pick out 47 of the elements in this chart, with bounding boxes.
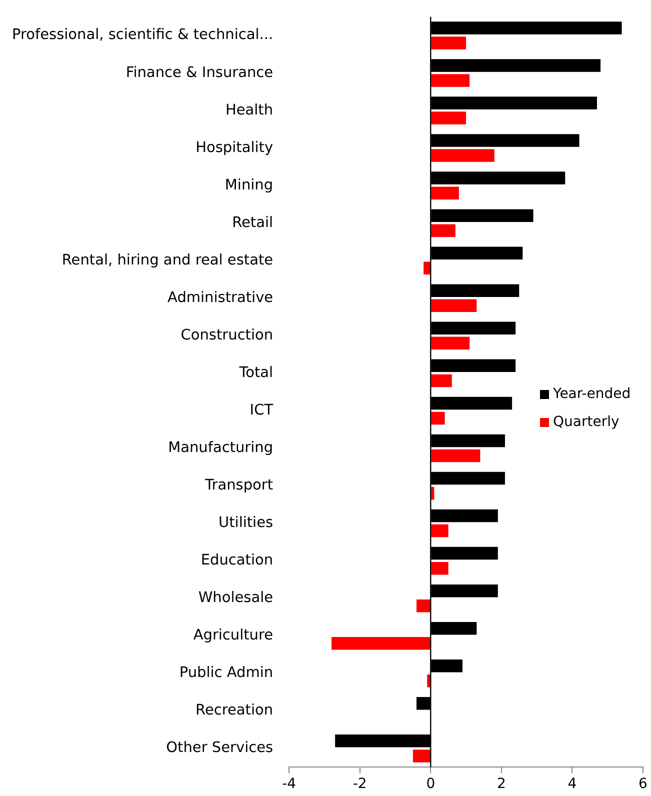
y-tick-label: Other Services [166, 740, 274, 756]
bar [431, 36, 466, 50]
y-tick-label: Total [238, 364, 274, 381]
y-tick-label: Finance & Insurance [126, 64, 274, 81]
bar [431, 112, 466, 124]
bar [431, 149, 494, 162]
bar [431, 524, 448, 538]
x-tick-label: 6 [638, 776, 648, 792]
bar [431, 562, 448, 575]
y-tick-label: Retail [232, 214, 274, 231]
bar [431, 336, 470, 350]
x-tick-label: 0 [426, 776, 436, 792]
y-tick-label: Agriculture [193, 628, 274, 644]
bar [424, 262, 430, 274]
y-tick-label: Professional, scientific & technical... [12, 27, 274, 44]
bar [427, 674, 430, 688]
bar [412, 750, 430, 762]
y-tick-label: Public Admin [179, 665, 274, 682]
bar [431, 224, 456, 237]
y-tick-label: Education [200, 552, 274, 569]
y-tick-label: Administrative [168, 290, 274, 306]
y-tick-label: ICT [250, 402, 274, 418]
y-tick-label: Mining [224, 177, 274, 194]
y-tick-label: Transport [204, 478, 274, 494]
y-tick-label: Hospitality [196, 140, 274, 156]
y-tick-label: Wholesale [198, 590, 274, 606]
bar [431, 186, 459, 200]
y-tick-label: Manufacturing [168, 440, 274, 456]
y-tick-label: Utilities [218, 515, 274, 532]
x-tick-label: -2 [352, 776, 367, 792]
bar [332, 636, 430, 650]
bar [431, 412, 445, 425]
bar [431, 486, 434, 500]
legend-label: Year-ended [553, 386, 631, 402]
y-tick-label: Rental, hiring and real estate [62, 252, 274, 268]
x-tick-label: 4 [568, 776, 577, 792]
y-tick-label: Recreation [196, 702, 274, 719]
bar [431, 74, 470, 87]
y-tick-label: Health [225, 102, 274, 118]
legend-label: Quarterly [553, 414, 620, 430]
x-tick-label: -4 [282, 776, 296, 792]
bar [431, 299, 477, 312]
bar [431, 449, 480, 462]
bar [431, 374, 452, 388]
y-tick-label: Construction [180, 327, 274, 344]
bar [416, 599, 430, 612]
x-tick-label: 2 [496, 776, 506, 792]
